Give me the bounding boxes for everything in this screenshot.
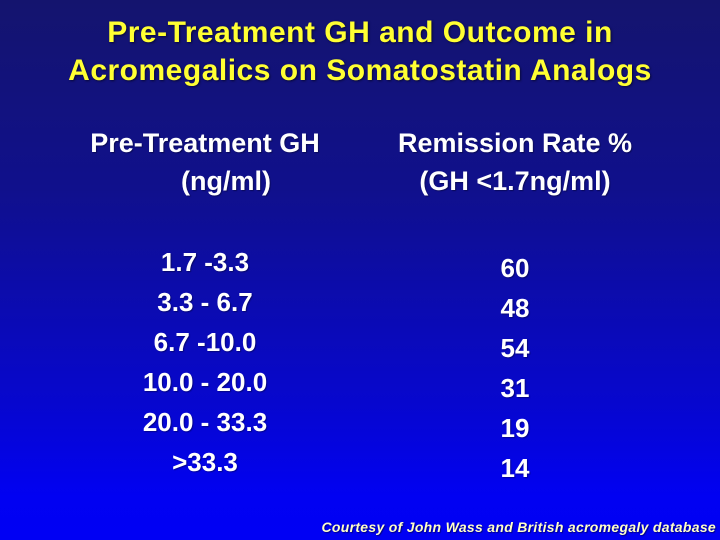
- gh-range-cell: 6.7 -10.0: [153, 327, 257, 357]
- column-header-pretreatment-gh: Pre-Treatment GH (ng/ml): [55, 124, 355, 200]
- column-pretreatment-gh: Pre-Treatment GH (ng/ml) 1.7 -3.3 3.3 - …: [55, 0, 355, 540]
- gh-range-cell: >33.3: [172, 447, 238, 477]
- remission-rate-cell: 14: [500, 453, 530, 483]
- slide-title: Pre-Treatment GH and Outcome in Acromega…: [0, 14, 720, 90]
- slide-title-line2: Acromegalics on Somatostatin Analogs: [68, 54, 652, 87]
- column-header-label: Pre-Treatment GH: [90, 128, 320, 158]
- column-header-units: (ng/ml): [181, 166, 271, 196]
- gh-range-cell: 3.3 - 6.7: [157, 287, 253, 317]
- column-header-criterion: (GH <1.7ng/ml): [419, 166, 611, 196]
- courtesy-credit: Courtesy of John Wass and British acrome…: [321, 519, 716, 535]
- remission-rate-cell: 31: [500, 373, 530, 403]
- gh-range-cell: 20.0 - 33.3: [142, 407, 268, 437]
- column-header-label: Remission Rate %: [397, 128, 633, 158]
- gh-range-cell: 10.0 - 20.0: [142, 367, 268, 397]
- remission-rate-cell: 19: [500, 413, 530, 443]
- column-remission-rate: Remission Rate % (GH <1.7ng/ml) 60 48 54…: [363, 0, 667, 540]
- remission-rate-cell: 60: [500, 253, 530, 283]
- remission-rate-cell: 54: [500, 333, 530, 363]
- remission-rate-list: 60 48 54 31 19 14: [363, 248, 667, 488]
- gh-range-cell: 1.7 -3.3: [160, 247, 250, 277]
- gh-range-list: 1.7 -3.3 3.3 - 6.7 6.7 -10.0 10.0 - 20.0…: [55, 242, 355, 482]
- column-header-remission-rate: Remission Rate % (GH <1.7ng/ml): [363, 124, 667, 200]
- slide-title-line1: Pre-Treatment GH and Outcome in: [107, 16, 613, 49]
- remission-rate-cell: 48: [500, 293, 530, 323]
